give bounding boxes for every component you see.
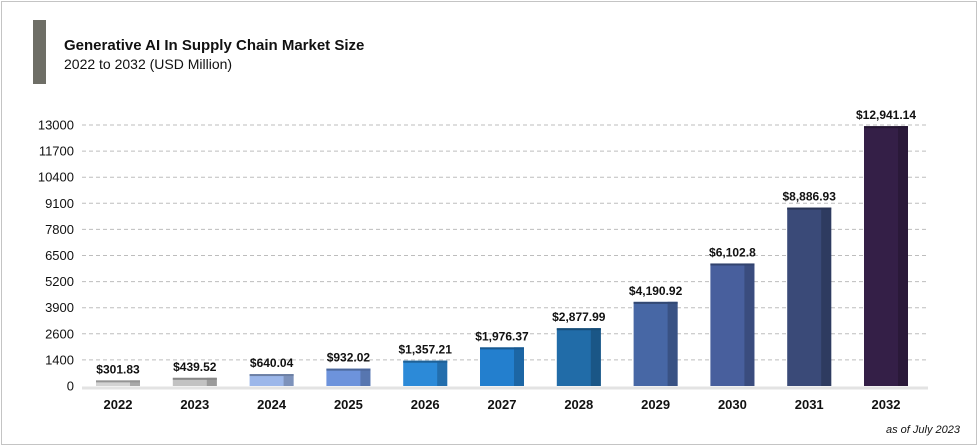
data-label: $12,941.14 bbox=[856, 108, 916, 122]
data-label: $4,190.92 bbox=[629, 284, 683, 298]
data-label: $1,976.37 bbox=[475, 329, 529, 343]
data-label: $640.04 bbox=[250, 356, 294, 370]
x-tick-label: 2032 bbox=[872, 397, 901, 412]
data-label: $1,357.21 bbox=[399, 343, 453, 357]
bar bbox=[249, 374, 294, 386]
y-tick-label: 2600 bbox=[45, 326, 74, 341]
bar-side bbox=[130, 380, 140, 386]
bar-side bbox=[514, 347, 524, 386]
chart-subtitle: 2022 to 2032 (USD Million) bbox=[64, 56, 233, 72]
data-label: $301.83 bbox=[96, 362, 140, 376]
title-accent-bar bbox=[33, 20, 46, 84]
x-tick-label: 2026 bbox=[411, 397, 440, 412]
y-tick-label: 0 bbox=[67, 379, 74, 394]
data-label: $2,877.99 bbox=[552, 310, 606, 324]
x-tick-label: 2023 bbox=[180, 397, 209, 412]
y-tick-label: 6500 bbox=[45, 248, 74, 263]
bar-top bbox=[96, 380, 140, 383]
bar-top bbox=[249, 374, 294, 377]
x-tick-label: 2031 bbox=[795, 397, 824, 412]
bar-top bbox=[787, 207, 832, 210]
x-tick-label: 2025 bbox=[334, 397, 363, 412]
bar-side bbox=[898, 126, 908, 386]
bar-side bbox=[360, 368, 371, 386]
y-tick-label: 13000 bbox=[38, 118, 74, 133]
bar bbox=[326, 368, 371, 386]
y-tick-label: 5200 bbox=[45, 274, 74, 289]
data-label: $8,886.93 bbox=[783, 190, 837, 204]
bar-top bbox=[633, 301, 678, 304]
bar-top bbox=[326, 368, 371, 371]
bar-side bbox=[744, 263, 755, 386]
y-tick-label: 9100 bbox=[45, 196, 74, 211]
bar-side bbox=[206, 377, 217, 386]
chart-title: Generative AI In Supply Chain Market Siz… bbox=[64, 37, 365, 54]
y-tick-label: 11700 bbox=[39, 144, 74, 159]
bar-side bbox=[283, 374, 294, 386]
bar-side bbox=[590, 328, 601, 386]
bar-top bbox=[864, 126, 908, 129]
bar-top bbox=[556, 328, 601, 331]
bar-top bbox=[480, 347, 524, 350]
x-tick-label: 2027 bbox=[488, 397, 517, 412]
x-tick-label: 2029 bbox=[641, 397, 670, 412]
y-tick-label: 7800 bbox=[45, 222, 74, 237]
data-label: $932.02 bbox=[327, 351, 371, 365]
bar-side bbox=[821, 207, 832, 386]
x-tick-label: 2022 bbox=[104, 397, 133, 412]
bar-side bbox=[437, 360, 448, 386]
bar bbox=[172, 377, 217, 386]
x-tick-label: 2030 bbox=[718, 397, 747, 412]
y-tick-label: 10400 bbox=[38, 170, 74, 185]
footnote: as of July 2023 bbox=[886, 424, 960, 436]
bar-side bbox=[667, 301, 678, 386]
x-tick-label: 2028 bbox=[564, 397, 593, 412]
y-tick-label: 3900 bbox=[45, 300, 74, 315]
bar bbox=[96, 380, 140, 386]
bar-top bbox=[172, 377, 217, 380]
y-tick-label: 1400 bbox=[45, 352, 74, 367]
bar-top bbox=[710, 263, 755, 266]
data-label: $439.52 bbox=[173, 360, 217, 374]
x-tick-label: 2024 bbox=[257, 397, 287, 412]
data-label: $6,102.8 bbox=[709, 245, 756, 259]
bar-top bbox=[403, 360, 448, 363]
